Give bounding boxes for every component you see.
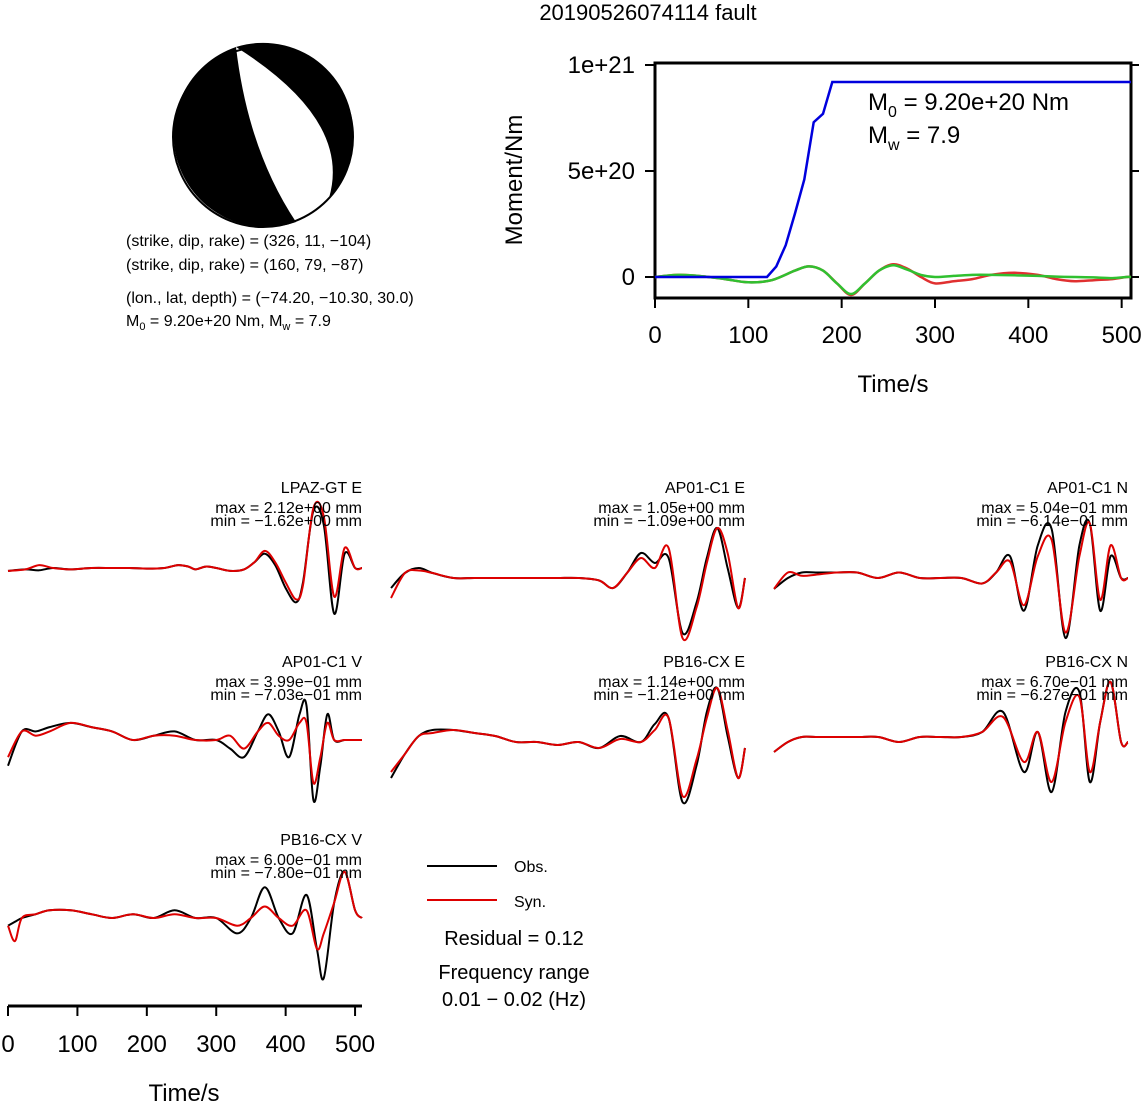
waveform-x-tick-label: 200 [127,1031,167,1058]
frequency-range-title: Frequency range [438,962,589,984]
synthetic-trace [773,680,1129,784]
moment-chart: 0 5e+20 1e+21 0 100 200 300 400 500 Time/s Mome… [501,52,1142,398]
legend-obs-label: Obs. [514,859,548,876]
synthetic-trace [7,500,363,601]
moment-x-tick-label: 400 [1008,322,1048,349]
amplitude-min-label: min = −1.62e+00 mm [210,513,362,530]
legend-syn-label: Syn. [514,894,546,911]
amplitude-max-label: max = 3.99e−01 mm [215,674,362,691]
frequency-range-value: 0.01 − 0.02 (Hz) [442,989,586,1011]
waveform-x-tick-label: 0 [1,1031,14,1058]
moment-y-label: Moment/Nm [501,115,528,246]
moment-x-tick-label: 500 [1102,322,1142,349]
amplitude-max-label: max = 5.04e−01 mm [981,500,1128,517]
amplitude-min-label: min = −1.21e+00 mm [593,687,745,704]
moment-x-tick-label: 0 [648,322,661,349]
station-label: LPAZ-GT E [281,480,362,497]
beachball-compressional-edge [236,42,354,198]
synthetic-trace [773,521,1129,634]
nodal-plane-1: (strike, dip, rake) = (326, 11, −104) [126,233,371,250]
moment-y-axis: 0 5e+20 1e+21 [568,52,1139,291]
waveform-x-tick-label: 400 [266,1031,306,1058]
amplitude-min-label: min = −7.80e−01 mm [210,865,362,882]
station-label: PB16-CX V [280,832,362,849]
moment-y-tick-label: 5e+20 [568,158,635,185]
amplitude-max-label: max = 6.00e−01 mm [215,852,362,869]
amplitude-max-label: max = 2.12e+00 mm [215,500,362,517]
synthetic-trace [7,870,363,951]
moment-y-tick-label: 1e+21 [568,52,635,79]
moment-line-rate-b [654,264,1132,296]
station-label: PB16-CX N [1045,654,1128,671]
waveform-x-label: Time/s [148,1080,219,1104]
moment-plot-frame [653,61,1133,300]
synthetic-trace [390,526,746,642]
waveform-x-axis: 0 100 200 300 400 500 [1,1004,375,1058]
synthetic-trace [7,716,362,785]
observed-trace [390,686,746,805]
figure-title: 20190526074114 fault [539,0,756,25]
moment-y-tick-label: 0 [622,264,635,291]
residual-label: Residual = 0.12 [444,928,584,950]
beachball-compressional-left [173,47,296,227]
moment-x-tick-label: 300 [915,322,955,349]
focal-mechanism [172,42,354,228]
nodal-plane-2: (strike, dip, rake) = (160, 79, −87) [126,257,363,274]
amplitude-min-label: min = −6.14e−01 mm [976,513,1128,530]
station-label: AP01-C1 N [1047,480,1128,497]
amplitude-max-label: max = 6.70e−01 mm [981,674,1128,691]
amplitude-max-label: max = 1.05e+00 mm [598,500,745,517]
hypocenter: (lon., lat, depth) = (−74.20, −10.30, 30… [126,290,414,307]
observed-trace [7,870,363,981]
amplitude-min-label: min = −6.27e−01 mm [976,687,1128,704]
focal-parameters: (strike, dip, rake) = (326, 11, −104) (s… [126,233,414,333]
moment-x-label: Time/s [857,371,928,398]
observed-trace [390,526,746,636]
legend: Obs. Syn. Residual = 0.12 Frequency rang… [427,859,590,1011]
amplitude-max-label: max = 1.14e+00 mm [598,674,745,691]
station-label: PB16-CX E [663,654,745,671]
station-label: AP01-C1 V [282,654,362,671]
moment-x-tick-label: 100 [728,322,768,349]
amplitude-min-label: min = −1.09e+00 mm [593,513,745,530]
moment-line-cumulative [655,80,1131,279]
waveform-x-tick-label: 500 [335,1031,375,1058]
moment-m0-annotation: M0 = 9.20e+20 Nm [868,89,1069,121]
moment-x-axis: 0 100 200 300 400 500 [648,298,1142,349]
moment-series [654,80,1132,297]
moment-x-tick-label: 200 [822,322,862,349]
moment-summary: M0 = 9.20e+20 Nm, Mw = 7.9 [126,313,331,333]
amplitude-min-label: min = −7.03e−01 mm [210,687,362,704]
moment-mw-annotation: Mw = 7.9 [868,122,960,154]
waveform-x-tick-label: 300 [196,1031,236,1058]
synthetic-trace [390,686,746,798]
station-label: AP01-C1 E [665,480,745,497]
waveform-x-tick-label: 100 [57,1031,97,1058]
